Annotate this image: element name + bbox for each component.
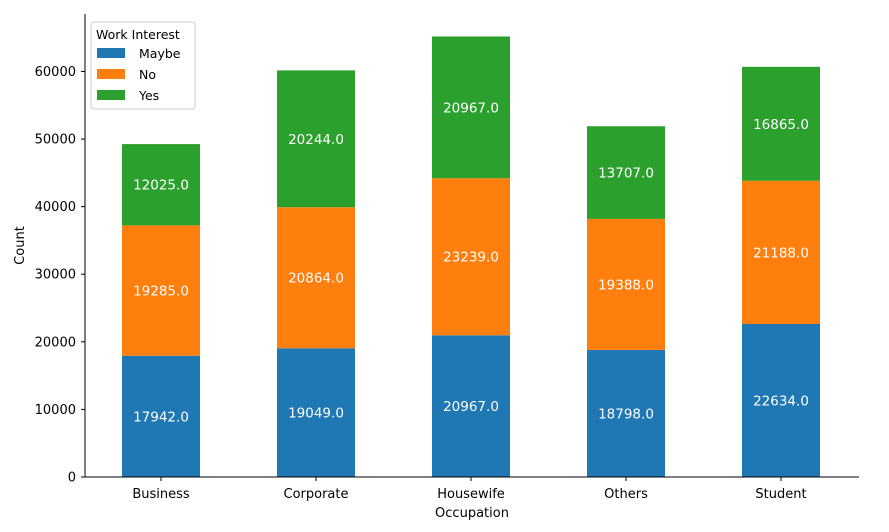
y-tick-label: 30000 (35, 268, 76, 283)
x-tick-label: Corporate (284, 487, 349, 502)
legend-frame (90, 21, 196, 110)
y-tick-label: 10000 (35, 403, 76, 418)
bar-no-business (122, 225, 200, 356)
bar-label-no-others: 19388.0 (598, 277, 654, 293)
legend: Work Interest Maybe No Yes (90, 21, 196, 110)
legend-label-maybe: Maybe (139, 46, 181, 61)
legend-items: Maybe No Yes (97, 46, 181, 103)
y-tick-label: 50000 (35, 133, 76, 148)
y-axis-title: Count (13, 226, 28, 265)
bar-yes-others (587, 126, 665, 219)
bar-label-no-housewife: 23239.0 (443, 250, 499, 266)
bar-yes-housewife (432, 36, 510, 179)
bar-yes-business (122, 144, 200, 226)
bar-maybe-business (122, 355, 200, 477)
bar-yes-corporate (277, 70, 355, 208)
legend-swatch-maybe (97, 48, 125, 58)
bar-label-yes-student: 16865.0 (753, 117, 809, 133)
bar-no-corporate (277, 207, 355, 349)
bar-maybe-others (587, 349, 665, 477)
bar-no-others (587, 218, 665, 350)
legend-title: Work Interest (96, 27, 180, 42)
bar-label-yes-corporate: 20244.0 (288, 132, 344, 148)
bar-yes-student (742, 66, 820, 181)
x-tick-label: Others (604, 487, 648, 502)
bar-maybe-corporate (277, 348, 355, 477)
axes-layer (84, 14, 859, 478)
bar-maybe-housewife (432, 335, 510, 477)
y-tick-label: 20000 (35, 335, 76, 350)
bar-no-student (742, 180, 820, 325)
bar-maybe-student (742, 324, 820, 477)
y-tick-label: 0 (68, 471, 76, 486)
bar-label-yes-housewife: 20967.0 (443, 100, 499, 116)
bar-label-no-student: 21188.0 (753, 245, 809, 261)
bar-label-maybe-housewife: 20967.0 (443, 399, 499, 415)
bars-layer (122, 36, 820, 477)
bar-label-maybe-others: 18798.0 (598, 406, 654, 422)
bar-label-no-corporate: 20864.0 (288, 271, 344, 287)
bar-label-yes-business: 12025.0 (133, 178, 189, 194)
bar-label-maybe-corporate: 19049.0 (288, 406, 344, 422)
bar-label-maybe-business: 17942.0 (133, 409, 189, 425)
bar-labels-layer: 17942.0 19285.0 12025.0 19049.0 20864.0 20244… (133, 100, 809, 425)
legend-label-no: No (139, 67, 156, 82)
bar-label-no-business: 19285.0 (133, 284, 189, 300)
x-axis-title: Occupation (435, 506, 509, 521)
y-tick-label: 60000 (35, 65, 76, 80)
bar-no-housewife (432, 178, 510, 336)
x-tick-label: Housewife (437, 487, 505, 502)
y-ticks: 0 10000 20000 30000 40000 50000 60000 (35, 65, 85, 486)
bar-label-yes-others: 13707.0 (598, 166, 654, 182)
y-tick-label: 40000 (35, 200, 76, 215)
legend-swatch-no (97, 69, 125, 79)
bar-label-maybe-student: 22634.0 (753, 394, 809, 410)
legend-swatch-yes (97, 90, 125, 100)
x-ticks: Business Corporate Housewife Others Student (132, 477, 807, 502)
x-tick-label: Student (755, 487, 806, 502)
legend-label-yes: Yes (138, 88, 159, 103)
x-tick-label: Business (132, 487, 190, 502)
